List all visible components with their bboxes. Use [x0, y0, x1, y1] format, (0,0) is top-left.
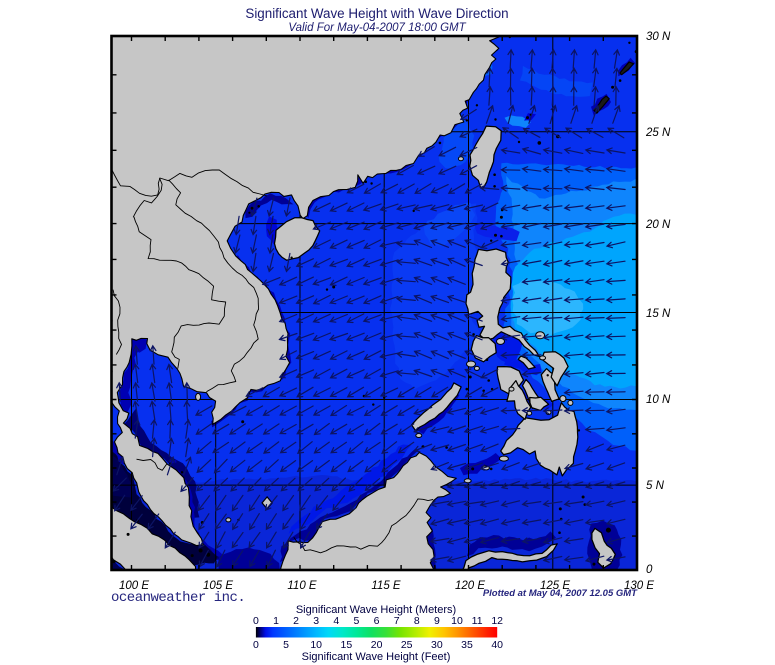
- svg-text:5 N: 5 N: [646, 480, 665, 492]
- svg-text:110 E: 110 E: [287, 580, 317, 592]
- svg-text:40: 40: [491, 639, 503, 651]
- svg-text:130 E: 130 E: [624, 580, 654, 592]
- svg-text:5: 5: [283, 639, 289, 651]
- svg-text:15: 15: [341, 639, 353, 651]
- svg-text:100 E: 100 E: [119, 580, 149, 592]
- svg-text:10: 10: [310, 639, 322, 651]
- svg-text:8: 8: [414, 615, 420, 627]
- svg-text:25 N: 25 N: [645, 127, 671, 139]
- svg-text:5: 5: [353, 615, 359, 627]
- svg-text:0: 0: [253, 615, 259, 627]
- svg-text:1: 1: [273, 615, 279, 627]
- svg-text:105 E: 105 E: [203, 580, 233, 592]
- svg-text:2: 2: [293, 615, 299, 627]
- svg-text:20: 20: [371, 639, 383, 651]
- svg-text:0: 0: [253, 639, 259, 651]
- svg-text:Significant Wave Height (Meter: Significant Wave Height (Meters): [296, 604, 456, 616]
- svg-text:30 N: 30 N: [646, 31, 671, 43]
- svg-text:4: 4: [333, 615, 339, 627]
- svg-text:oceanweather inc.: oceanweather inc.: [111, 590, 245, 606]
- svg-text:Significant Wave Height (Feet): Significant Wave Height (Feet): [302, 651, 451, 663]
- svg-text:Valid For May-04-2007 18:00 GM: Valid For May-04-2007 18:00 GMT: [288, 22, 466, 34]
- svg-text:0: 0: [646, 564, 653, 576]
- svg-text:10 N: 10 N: [646, 394, 671, 406]
- svg-text:35: 35: [461, 639, 473, 651]
- svg-text:125 E: 125 E: [540, 580, 570, 592]
- svg-text:15 N: 15 N: [646, 308, 671, 320]
- svg-text:3: 3: [313, 615, 319, 627]
- svg-text:120 E: 120 E: [455, 580, 485, 592]
- svg-text:Significant Wave Height with W: Significant Wave Height with Wave Direct…: [245, 6, 508, 21]
- svg-text:6: 6: [374, 615, 380, 627]
- svg-text:115 E: 115 E: [371, 580, 401, 592]
- svg-text:7: 7: [394, 615, 400, 627]
- svg-text:25: 25: [401, 639, 413, 651]
- svg-text:9: 9: [434, 615, 440, 627]
- svg-text:10: 10: [451, 615, 463, 627]
- svg-text:30: 30: [431, 639, 443, 651]
- svg-text:11: 11: [472, 615, 483, 627]
- svg-text:20 N: 20 N: [645, 219, 671, 231]
- svg-text:12: 12: [491, 615, 503, 627]
- svg-text:Plotted at May 04, 2007 12.05: Plotted at May 04, 2007 12.05 GMT: [483, 588, 638, 599]
